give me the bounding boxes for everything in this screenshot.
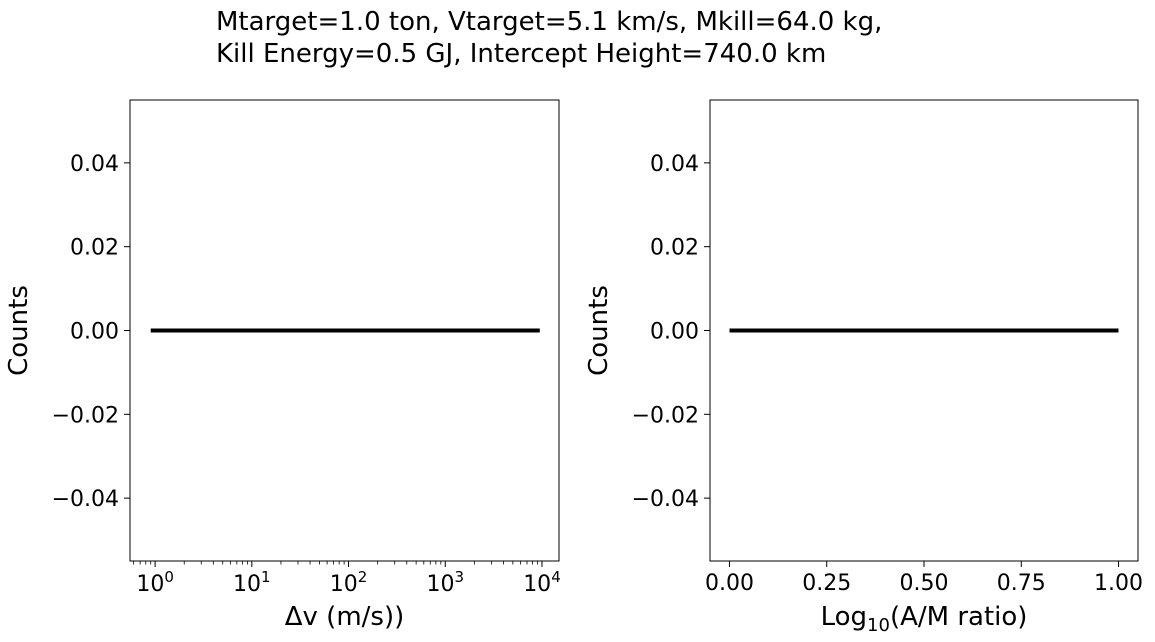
- y-tick-label: −0.04: [52, 487, 119, 512]
- y-tick-label: 0.04: [650, 152, 699, 177]
- x-tick-label: 100: [136, 568, 174, 597]
- figure-title: Mtarget=1.0 ton, Vtarget=5.1 km/s, Mkill…: [216, 6, 882, 70]
- y-tick-label: 0.04: [70, 152, 119, 177]
- y-tick-label: 0.02: [70, 236, 119, 261]
- x-tick-label: 0.25: [802, 571, 851, 596]
- title-line-1: Mtarget=1.0 ton, Vtarget=5.1 km/s, Mkill…: [216, 7, 883, 37]
- y-axis-label: Counts: [4, 285, 34, 376]
- x-tick-label: 0.50: [900, 571, 949, 596]
- x-tick-label: 0.00: [705, 571, 754, 596]
- right-axes: 0.04 0.02 0.00 −0.02 −0.04 0.00 0.25 0.50 0.75 1.…: [584, 99, 1143, 636]
- y-tick-label: 0.00: [650, 320, 699, 345]
- y-tick-label: −0.02: [52, 403, 119, 428]
- x-tick-label: 0.75: [997, 571, 1046, 596]
- x-tick-label: 101: [233, 568, 271, 597]
- x-axis-label: Log10(A/M ratio): [821, 602, 1028, 636]
- x-tick-label: 1.00: [1094, 571, 1143, 596]
- x-tick-label: 102: [330, 568, 368, 597]
- y-tick-label: −0.04: [632, 487, 699, 512]
- y-tick-label: 0.00: [70, 320, 119, 345]
- left-axes: 0.04 0.02 0.00 −0.02 −0.04 100 101 102 103 104 Cou…: [4, 99, 561, 632]
- x-tick-label: 103: [426, 568, 464, 597]
- x-axis-label: Δv (m/s)): [285, 602, 405, 632]
- y-tick-label: −0.02: [632, 403, 699, 428]
- y-axis-label: Counts: [584, 285, 614, 376]
- x-tick-label: 104: [523, 568, 561, 597]
- y-tick-label: 0.02: [650, 236, 699, 261]
- title-line-2: Kill Energy=0.5 GJ, Intercept Height=740…: [216, 39, 827, 69]
